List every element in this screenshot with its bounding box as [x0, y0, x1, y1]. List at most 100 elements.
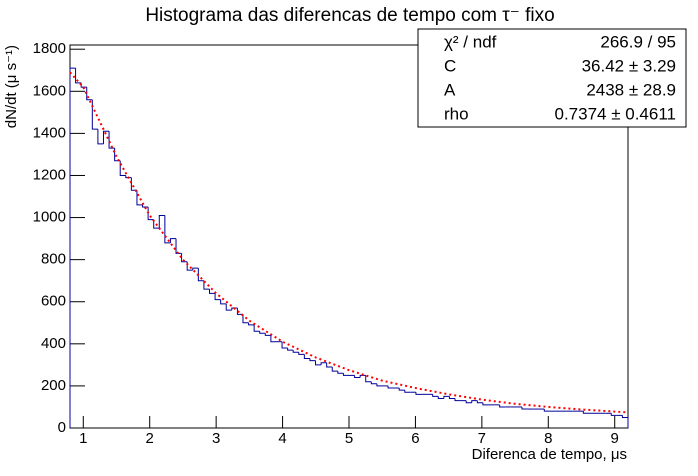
histogram-bin — [248, 322, 255, 326]
stats-value: 36.42 ± 3.29 — [582, 56, 676, 75]
histogram-bin — [192, 267, 199, 271]
fit-curve — [69, 71, 629, 414]
histogram-bin — [315, 360, 322, 366]
histogram-bin — [543, 409, 550, 412]
histogram-bin — [448, 396, 456, 400]
histogram-bin — [376, 383, 383, 387]
histogram-bin — [499, 404, 506, 408]
histogram-bin — [292, 350, 299, 353]
histogram-bin — [432, 394, 439, 397]
histogram-bin — [181, 253, 188, 263]
histogram-bin — [521, 406, 528, 410]
histogram-bin — [97, 129, 104, 145]
y-axis-label: dN/dt (μ s⁻¹) — [3, 45, 20, 128]
histogram-bin — [342, 373, 349, 376]
histogram-bin — [119, 160, 126, 176]
histogram-bin — [298, 352, 305, 355]
chart-title: Histograma das diferencas de tempo com τ… — [145, 5, 554, 26]
histogram-bin — [337, 371, 344, 374]
x-tick-label: 7 — [478, 430, 486, 447]
histogram-bin — [404, 390, 411, 393]
histogram-bin — [91, 99, 98, 130]
y-tick-label: 200 — [41, 377, 66, 394]
x-tick-label: 5 — [345, 430, 353, 447]
histogram-bin — [476, 400, 483, 404]
histogram-bin — [387, 385, 394, 389]
x-tick-label: 4 — [278, 430, 286, 447]
histogram-bin — [365, 375, 372, 383]
histogram-bin — [354, 375, 361, 378]
histogram-bin — [370, 381, 377, 385]
y-tick-label: 1400 — [33, 124, 66, 141]
y-tick-label: 1200 — [33, 166, 66, 183]
histogram-bin — [326, 362, 333, 368]
x-tick-label: 1 — [79, 430, 87, 447]
histogram-bin — [281, 341, 288, 349]
histogram-bin — [125, 175, 132, 179]
y-tick-label: 400 — [41, 335, 66, 352]
histogram-bin — [197, 268, 204, 282]
histogram-bin — [108, 131, 115, 149]
histogram-bin — [259, 331, 266, 334]
histogram-bin — [253, 324, 260, 332]
histogram-bin — [158, 214, 165, 229]
histogram-bin — [465, 400, 472, 404]
x-tick-label: 2 — [146, 430, 154, 447]
histogram-bin — [320, 362, 327, 365]
stats-value: 0.7374 ± 0.4611 — [554, 104, 676, 123]
histogram-bin — [471, 400, 478, 403]
stats-label: rho — [444, 104, 469, 123]
histogram-bin — [582, 411, 589, 414]
stats-label: A — [444, 80, 456, 99]
x-tick-label: 9 — [611, 430, 619, 447]
stats-value: 2438 ± 28.9 — [586, 80, 676, 99]
y-tick-label: 600 — [41, 293, 66, 310]
y-tick-label: 0 — [58, 419, 66, 436]
histogram-bin — [610, 413, 617, 416]
histogram-bin — [303, 354, 310, 360]
histogram-bin — [214, 293, 221, 301]
stats-box — [417, 28, 687, 128]
histogram-bin — [482, 402, 489, 406]
x-tick-label: 8 — [544, 430, 552, 447]
x-tick-label: 6 — [411, 430, 419, 447]
y-tick-label: 1800 — [33, 40, 66, 57]
histogram-bin — [136, 190, 143, 206]
histogram-bin — [264, 333, 271, 336]
histogram-bin — [270, 335, 277, 343]
histogram-bin — [415, 392, 422, 395]
histogram-bin — [287, 348, 294, 351]
histogram-bin — [242, 314, 249, 324]
stats-value: 266.9 / 95 — [600, 32, 676, 51]
histogram-bin — [437, 396, 444, 400]
x-axis-label: Diferenca de tempo, μs — [472, 446, 627, 463]
histogram-bin — [331, 366, 338, 372]
histogram-bin — [220, 299, 227, 305]
histogram-bin — [209, 289, 216, 294]
histogram-bin — [142, 204, 149, 208]
stats-label: χ² / ndf — [444, 32, 497, 51]
y-tick-label: 1600 — [33, 82, 66, 99]
x-tick-label: 3 — [212, 430, 220, 447]
histogram-bin — [169, 238, 177, 243]
stats-label: C — [444, 56, 456, 75]
histogram-bin — [203, 280, 210, 290]
histogram-bin — [102, 130, 110, 144]
histogram-bin — [164, 215, 171, 244]
histogram-bin — [443, 395, 450, 399]
y-tick-label: 1000 — [33, 209, 66, 226]
y-tick-label: 800 — [41, 251, 66, 268]
histogram-bin — [75, 68, 82, 84]
histogram-bin — [86, 87, 93, 101]
histogram-bin — [69, 67, 76, 428]
histogram-bin — [236, 308, 243, 315]
histogram-bin — [454, 398, 461, 402]
histogram-bin — [359, 374, 366, 378]
histogram-bin — [398, 388, 405, 391]
histogram-bin — [621, 415, 629, 428]
histogram-bin — [309, 358, 316, 362]
histogram-bin — [153, 219, 160, 229]
histogram-bin — [225, 303, 232, 311]
